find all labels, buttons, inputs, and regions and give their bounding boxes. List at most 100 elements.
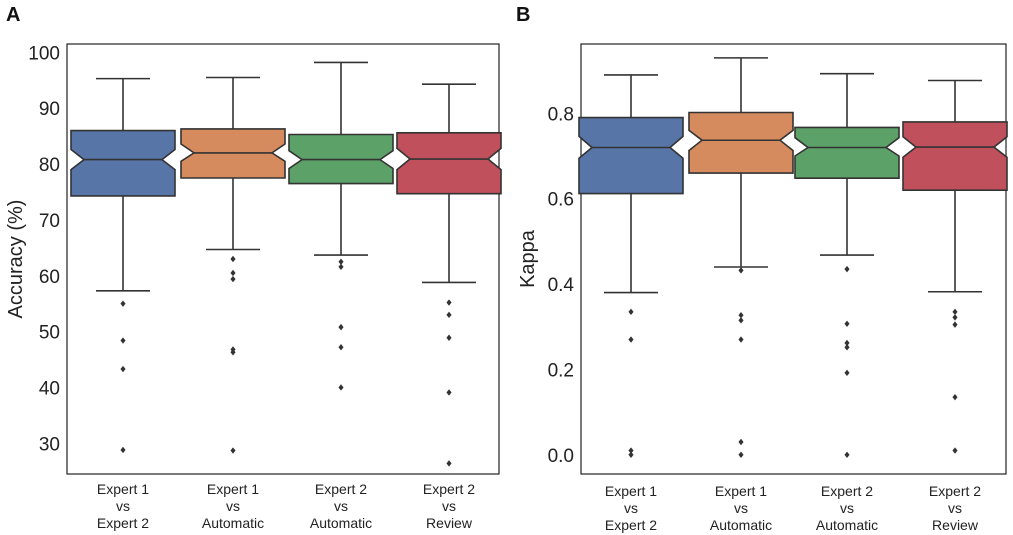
y-axis-title: Kappa <box>517 229 539 288</box>
outlier-point <box>738 451 744 458</box>
box-3 <box>794 72 900 458</box>
box-body <box>688 111 794 174</box>
outlier-point <box>446 334 452 341</box>
x-category-line: Expert 2 <box>315 481 367 497</box>
x-category-line: Expert 2 <box>821 483 873 499</box>
plot-frame <box>580 43 1007 475</box>
panel-label-a: A <box>6 4 21 26</box>
x-category-line: vs <box>334 498 348 514</box>
x-category-line: vs <box>840 500 854 516</box>
outlier-point <box>738 312 744 319</box>
y-tick-label: 0.4 <box>548 275 575 296</box>
x-category-line: Expert 2 <box>605 517 657 533</box>
x-category-line: vs <box>226 498 240 514</box>
outlier-point <box>230 269 236 277</box>
x-category-line: Expert 1 <box>715 483 767 499</box>
x-category-label: Expert 2 vs Review <box>423 481 475 531</box>
outlier-point <box>844 265 850 273</box>
y-tick-label: 70 <box>39 211 60 232</box>
outlier-point <box>952 314 958 321</box>
x-category-line: Automatic <box>816 517 878 533</box>
outlier-point <box>338 258 344 265</box>
outlier-point <box>844 369 850 377</box>
outlier-point <box>230 447 236 454</box>
x-category-line: Expert 2 <box>423 481 475 497</box>
y-tick-label: 0.8 <box>548 104 574 125</box>
box-4 <box>902 79 1008 454</box>
outlier-point <box>230 349 236 356</box>
outlier-point <box>952 393 958 401</box>
x-category-line: Expert 1 <box>207 481 259 497</box>
outlier-point <box>844 339 850 347</box>
y-tick-label: 0.0 <box>548 446 574 467</box>
outlier-point <box>738 438 744 446</box>
outlier-point <box>952 447 958 454</box>
x-category-label: Expert 2 vs Review <box>929 483 981 533</box>
x-category-line: Review <box>932 517 979 533</box>
box-body <box>396 132 502 195</box>
x-category-line: vs <box>624 500 638 516</box>
box-2 <box>180 76 286 454</box>
box-2 <box>688 57 794 458</box>
box-4 <box>396 83 502 467</box>
outlier-point <box>628 336 634 343</box>
outlier-point <box>952 308 958 316</box>
outlier-point <box>446 299 452 306</box>
box-body <box>794 126 900 179</box>
outlier-point <box>230 275 236 283</box>
outlier-point <box>338 384 344 391</box>
panel-label-b: B <box>516 4 531 26</box>
x-category-label: Expert 1 vs Automatic <box>710 483 772 533</box>
outlier-point <box>738 336 744 343</box>
y-tick-label: 0.2 <box>548 360 574 381</box>
outlier-point <box>120 300 126 307</box>
x-category-line: Automatic <box>202 515 264 531</box>
outlier-point <box>338 323 344 331</box>
y-tick-label: 30 <box>39 434 60 455</box>
x-category-line: Review <box>426 515 473 531</box>
x-category-label: Expert 1 vs Expert 2 <box>605 483 657 533</box>
outlier-point <box>844 344 850 351</box>
outlier-point <box>338 344 344 351</box>
y-tick-label: 0.6 <box>548 190 574 211</box>
x-category-line: Automatic <box>710 517 772 533</box>
outlier-point <box>120 337 126 344</box>
x-category-line: vs <box>734 500 748 516</box>
x-category-line: Automatic <box>310 515 372 531</box>
outlier-point <box>952 321 958 328</box>
x-category-line: vs <box>116 498 130 514</box>
x-category-label: Expert 1 vs Automatic <box>202 481 264 531</box>
y-tick-label: 50 <box>39 323 60 344</box>
outlier-point <box>844 451 850 458</box>
box-1 <box>578 74 684 458</box>
y-axis-title: Accuracy (%) <box>5 200 27 319</box>
box-3 <box>288 61 394 391</box>
box-body <box>902 121 1008 191</box>
x-category-line: Expert 2 <box>97 515 149 531</box>
outlier-point <box>230 255 236 263</box>
outlier-point <box>628 451 634 458</box>
x-category-line: Expert 1 <box>605 483 657 499</box>
outlier-point <box>120 446 126 454</box>
x-category-line: Expert 2 <box>929 483 981 499</box>
box-body <box>70 129 176 197</box>
outlier-point <box>338 263 344 271</box>
x-category-label: Expert 2 vs Automatic <box>816 483 878 533</box>
outlier-point <box>628 308 634 316</box>
box-1 <box>70 77 176 454</box>
outlier-point <box>446 389 452 396</box>
y-tick-label: 40 <box>39 378 60 399</box>
x-category-line: vs <box>948 500 962 516</box>
x-category-label: Expert 1 vs Expert 2 <box>97 481 149 531</box>
plot-frame <box>66 43 500 475</box>
x-category-line: Expert 1 <box>97 481 149 497</box>
outlier-point <box>844 320 850 327</box>
y-tick-label: 80 <box>39 155 60 176</box>
x-category-label: Expert 2 vs Automatic <box>310 481 372 531</box>
outlier-point <box>446 311 452 319</box>
y-tick-label: 60 <box>39 267 60 288</box>
y-tick-label: 90 <box>39 99 60 120</box>
